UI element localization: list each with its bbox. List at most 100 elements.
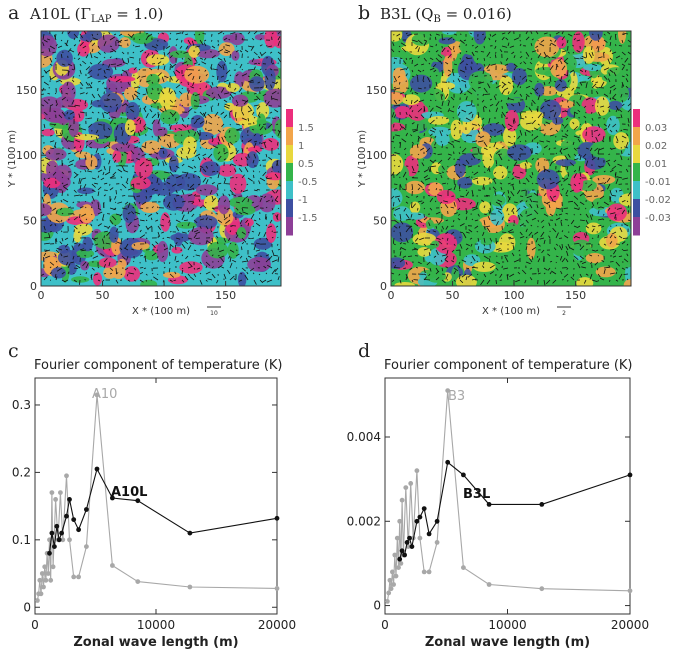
wind-vector [187, 237, 193, 240]
wind-vector [174, 128, 177, 131]
wind-vector [477, 140, 484, 143]
wind-vector [621, 241, 626, 245]
heatmap-cell [183, 193, 195, 202]
wind-vector [495, 107, 498, 113]
wind-vector [133, 267, 137, 271]
wind-vector [431, 165, 437, 168]
wind-vector [103, 41, 107, 47]
wind-vector [269, 51, 273, 54]
wind-vector [625, 85, 629, 89]
wind-vector [163, 243, 165, 247]
wind-vector [473, 171, 479, 176]
wind-vector [431, 127, 437, 131]
wind-vector [166, 236, 171, 239]
wind-vector [416, 123, 419, 130]
wind-vector [269, 219, 273, 224]
wind-vector [451, 249, 455, 253]
wind-vector [114, 201, 117, 204]
wind-vector [192, 93, 195, 96]
heatmap-cell [468, 70, 493, 91]
wind-vector [103, 144, 109, 149]
wind-vector [603, 123, 608, 127]
wind-vector [622, 237, 629, 239]
wind-vector [393, 201, 395, 207]
wind-vector [471, 189, 474, 196]
wind-vector [554, 223, 557, 227]
wind-vector [457, 218, 461, 221]
wind-vector [551, 200, 557, 203]
wind-vector [499, 164, 503, 167]
wind-vector [211, 139, 214, 143]
wind-vector [495, 150, 501, 155]
wind-vector [186, 63, 189, 66]
y-tick-label: 100 [366, 149, 387, 162]
data-point [135, 579, 141, 584]
wind-vector [434, 195, 437, 198]
wind-vector [609, 272, 615, 275]
wind-vector [404, 153, 407, 156]
wind-vector [205, 239, 208, 245]
wind-vector [603, 201, 609, 206]
wind-vector [202, 177, 207, 183]
wind-vector [160, 57, 165, 60]
data-point [71, 517, 77, 522]
wind-vector [477, 67, 482, 71]
wind-vector [73, 173, 79, 179]
heatmap-cell [226, 83, 240, 93]
wind-vector [513, 90, 518, 95]
wind-vector [235, 207, 239, 211]
wind-vector [543, 81, 546, 86]
wind-vector [204, 104, 207, 107]
wind-vector [597, 111, 601, 117]
wind-vector [459, 146, 461, 149]
data-point [409, 544, 415, 549]
wind-vector [582, 153, 587, 158]
wind-vector [193, 249, 197, 252]
wind-vector [181, 31, 184, 35]
data-point [388, 586, 394, 592]
data-point [41, 584, 46, 590]
wind-vector [149, 141, 153, 144]
wind-vector [145, 273, 148, 276]
wind-vector [217, 184, 219, 191]
wind-vector [481, 99, 485, 103]
wind-vector [163, 266, 166, 269]
data-point [58, 490, 63, 495]
wind-vector [489, 271, 495, 275]
wind-vector [519, 55, 523, 59]
wind-vector [471, 38, 474, 41]
wind-vector [508, 98, 515, 101]
wind-vector [615, 108, 619, 113]
colorbar-segment [633, 145, 640, 164]
wind-vector [151, 147, 155, 151]
wind-vector [123, 247, 129, 251]
wind-vector [495, 240, 498, 245]
wind-vector [529, 277, 533, 281]
wind-vector [265, 213, 267, 220]
wind-vector [603, 93, 609, 97]
wind-vector [471, 140, 478, 143]
wind-vector [258, 231, 261, 237]
wind-vector [559, 245, 563, 251]
wind-vector [247, 177, 253, 182]
wind-vector [560, 60, 563, 65]
wind-vector [124, 201, 129, 205]
data-point [110, 495, 115, 501]
wind-vector [69, 159, 75, 163]
wind-vector [133, 117, 136, 119]
wind-vector [234, 243, 237, 246]
heatmap-cell [507, 222, 517, 229]
wind-vector [85, 271, 87, 275]
wind-vector [277, 75, 280, 79]
wind-vector [625, 141, 629, 148]
wind-vector [227, 81, 231, 88]
data-point [398, 561, 404, 566]
wind-vector [90, 99, 93, 105]
wind-vector [126, 117, 129, 121]
wind-vector [199, 138, 202, 143]
y-tick-label: 50 [373, 215, 387, 228]
wind-vector [443, 200, 449, 203]
wind-vector [543, 213, 549, 217]
wind-vector [144, 105, 147, 109]
wind-vector [79, 63, 82, 67]
